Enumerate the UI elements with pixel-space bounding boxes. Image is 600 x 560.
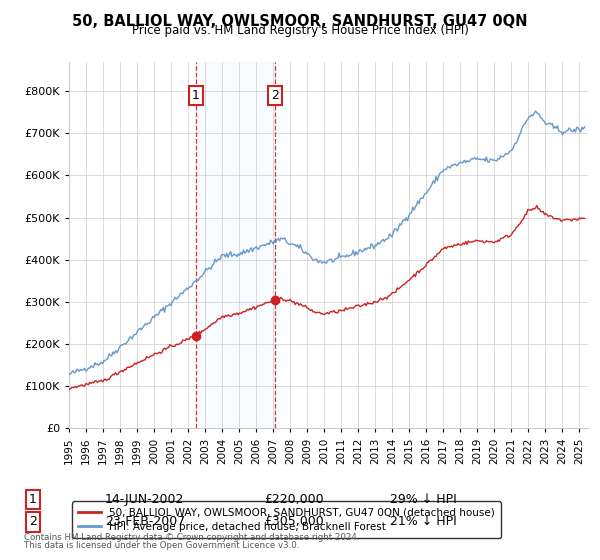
Text: 50, BALLIOL WAY, OWLSMOOR, SANDHURST, GU47 0QN: 50, BALLIOL WAY, OWLSMOOR, SANDHURST, GU… [72, 14, 528, 29]
Text: This data is licensed under the Open Government Licence v3.0.: This data is licensed under the Open Gov… [24, 541, 299, 550]
Text: 23-FEB-2007: 23-FEB-2007 [105, 515, 185, 529]
Text: Contains HM Land Registry data © Crown copyright and database right 2024.: Contains HM Land Registry data © Crown c… [24, 533, 359, 542]
Text: 21% ↓ HPI: 21% ↓ HPI [390, 515, 457, 529]
Text: £305,000: £305,000 [264, 515, 324, 529]
Text: 29% ↓ HPI: 29% ↓ HPI [390, 493, 457, 506]
Text: 14-JUN-2002: 14-JUN-2002 [105, 493, 184, 506]
Legend: 50, BALLIOL WAY, OWLSMOOR, SANDHURST, GU47 0QN (detached house), HPI: Average pr: 50, BALLIOL WAY, OWLSMOOR, SANDHURST, GU… [71, 501, 501, 538]
Bar [196, 62, 275, 428]
Text: 1: 1 [192, 89, 200, 102]
Text: Price paid vs. HM Land Registry's House Price Index (HPI): Price paid vs. HM Land Registry's House … [131, 24, 469, 37]
Text: 2: 2 [271, 89, 279, 102]
Text: 1: 1 [29, 493, 37, 506]
Text: 2: 2 [29, 515, 37, 529]
Text: £220,000: £220,000 [264, 493, 323, 506]
